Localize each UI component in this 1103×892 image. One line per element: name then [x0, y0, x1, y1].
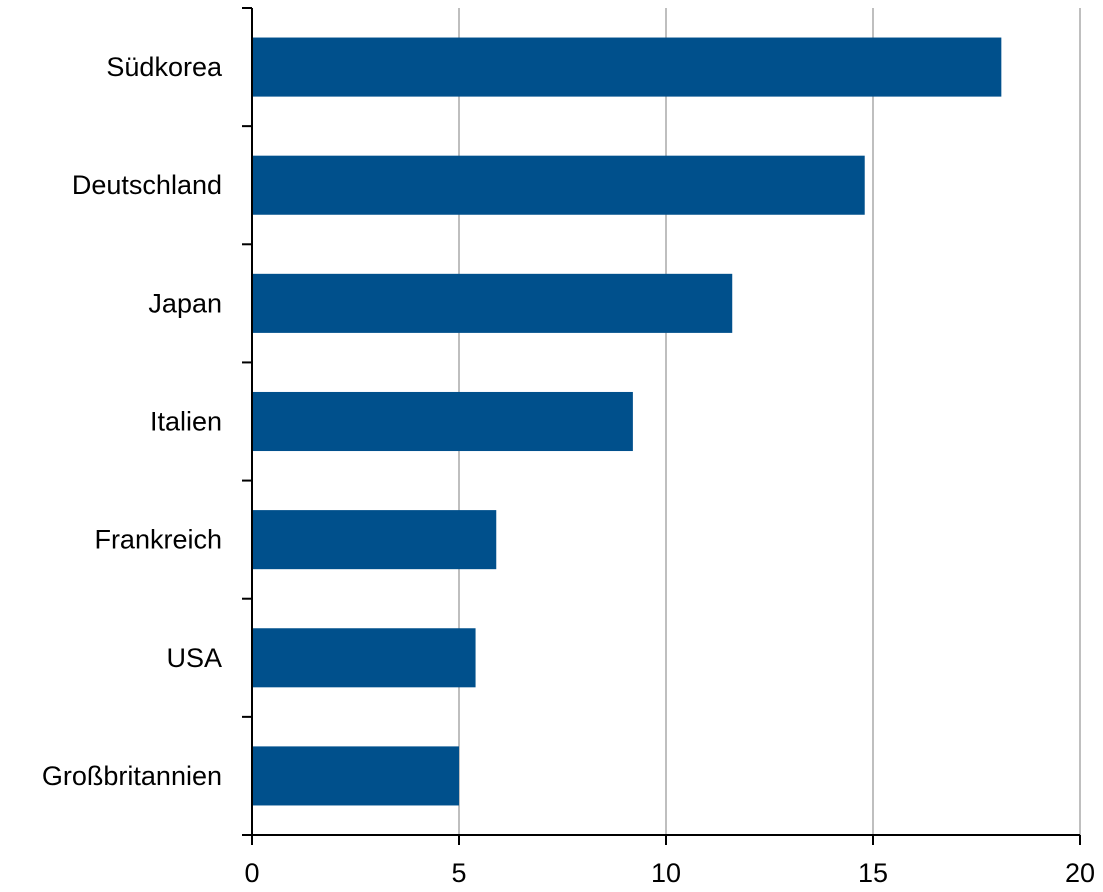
category-label: Italien [150, 407, 222, 437]
category-label: USA [166, 643, 222, 673]
x-tick-labels: 0 5 10 15 20 [244, 858, 1095, 888]
x-tick-label: 0 [244, 858, 259, 888]
category-label: Japan [148, 288, 222, 318]
x-tick-label: 20 [1065, 858, 1095, 888]
bars [252, 37, 1002, 806]
bar-6 [252, 746, 459, 806]
category-label: Südkorea [106, 52, 223, 82]
bar-1 [252, 155, 865, 215]
category-label: Deutschland [72, 170, 222, 200]
x-tick-label: 5 [451, 858, 466, 888]
bar-4 [252, 510, 497, 570]
bar-3 [252, 391, 633, 452]
bar-5 [252, 628, 476, 688]
x-tick-label: 15 [858, 858, 888, 888]
bar-0 [252, 37, 1002, 97]
bar-2 [252, 273, 733, 333]
category-label: Großbritannien [42, 761, 222, 791]
category-label: Frankreich [94, 525, 222, 555]
category-labels: Südkorea Deutschland Japan Italien Frankreic… [42, 52, 223, 791]
x-tick-label: 10 [651, 858, 681, 888]
axes [242, 7, 1081, 845]
